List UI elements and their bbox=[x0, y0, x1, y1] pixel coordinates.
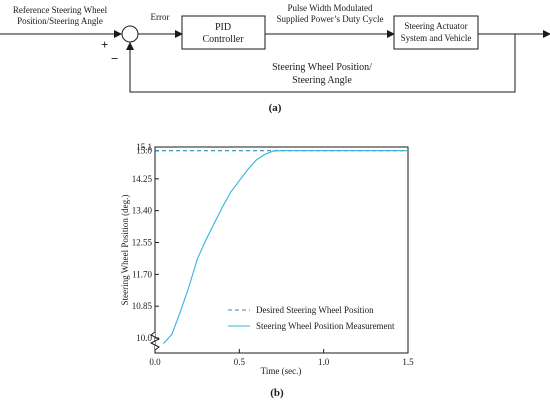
legend: Desired Steering Wheel Position Steering… bbox=[228, 305, 395, 331]
feedback-label-line2: Steering Angle bbox=[292, 75, 352, 86]
pid-controller-block bbox=[181, 15, 266, 50]
plant-block bbox=[393, 15, 479, 50]
legend-label-measurement: Steering Wheel Position Measurement bbox=[256, 321, 395, 331]
input-label-line1: Reference Steering Wheel bbox=[13, 5, 108, 15]
x-tick-label: 1.5 bbox=[402, 357, 414, 367]
x-axis-ticks: 0.0 0.5 1.0 1.5 bbox=[149, 349, 414, 367]
axis-break-mark bbox=[149, 331, 161, 351]
plus-sign: + bbox=[101, 37, 108, 52]
feedback-label-line1: Steering Wheel Position/ bbox=[272, 62, 372, 73]
x-axis-label: Time (sec.) bbox=[261, 366, 302, 376]
x-tick-label: 0.5 bbox=[234, 357, 246, 367]
x-tick-label: 1.0 bbox=[318, 357, 330, 367]
error-label: Error bbox=[151, 12, 170, 22]
minus-sign: − bbox=[111, 51, 118, 66]
feedback-path bbox=[126, 34, 516, 93]
block-diagram: Reference Steering Wheel Position/Steeri… bbox=[0, 3, 550, 114]
caption-b: (b) bbox=[270, 387, 284, 399]
pid-label-line2: Controller bbox=[202, 34, 244, 45]
pid-label-line1: PID bbox=[215, 22, 231, 33]
step-response-chart: 10.0 10.85 11.70 12.55 13.40 14.25 15.015.1 0.… bbox=[120, 142, 414, 399]
y-axis-label: Steering Wheel Position (deg.) bbox=[120, 195, 130, 306]
y-tick-label: 15.0 bbox=[136, 146, 152, 156]
measurement-line bbox=[162, 150, 408, 344]
y-tick-label: 10.85 bbox=[132, 301, 153, 311]
y-tick-label: 15.1 bbox=[136, 142, 152, 152]
legend-label-desired: Desired Steering Wheel Position bbox=[256, 305, 374, 315]
y-axis-ticks: 10.0 10.85 11.70 12.55 13.40 14.25 15.015.1 bbox=[132, 142, 159, 343]
summing-junction bbox=[121, 25, 139, 43]
y-tick-label: 11.70 bbox=[132, 269, 152, 279]
y-tick-label: 10.0 bbox=[136, 333, 152, 343]
y-tick-label: 13.40 bbox=[132, 206, 153, 216]
series-layer bbox=[155, 150, 408, 344]
caption-a: (a) bbox=[269, 102, 282, 114]
input-label-line2: Position/Steering Angle bbox=[17, 16, 103, 26]
pwm-label-line2: Supplied Power’s Duty Cycle bbox=[276, 14, 383, 24]
x-tick-label: 0.0 bbox=[149, 357, 161, 367]
plant-label-line2: System and Vehicle bbox=[401, 33, 472, 43]
y-tick-label: 14.25 bbox=[132, 174, 153, 184]
plot-frame bbox=[154, 146, 409, 354]
pwm-label-line1: Pulse Width Modulated bbox=[288, 3, 373, 13]
plant-label-line1: Steering Actuator bbox=[404, 21, 467, 31]
y-tick-label: 12.55 bbox=[132, 238, 153, 248]
